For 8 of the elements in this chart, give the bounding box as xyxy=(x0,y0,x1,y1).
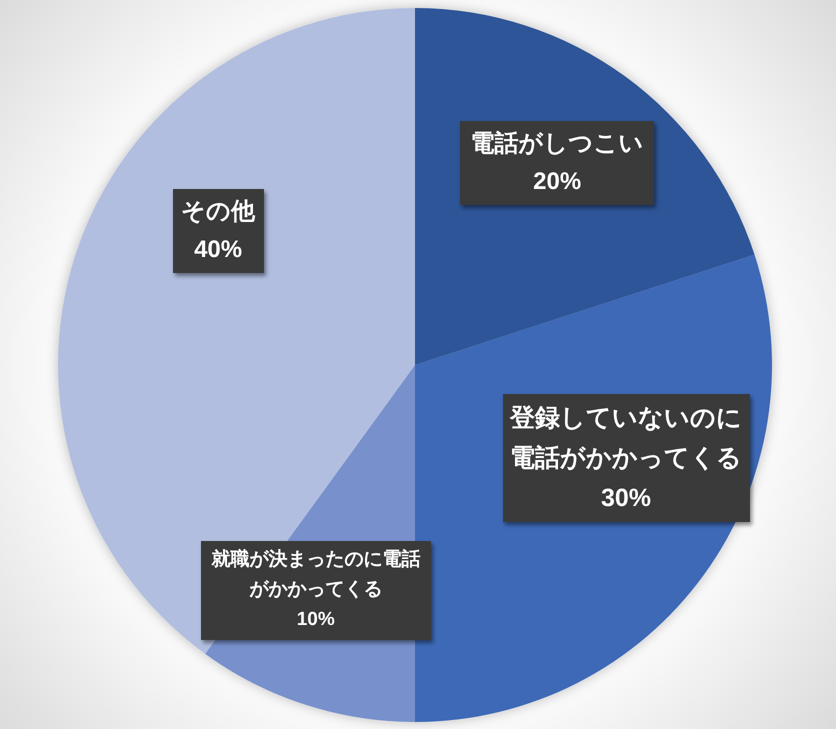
slice-label: その他 xyxy=(180,196,256,226)
data-label: 20% xyxy=(532,166,582,197)
data-label: 10% xyxy=(296,608,336,632)
slice-label: 就職が決まったのに電話がかかってくる xyxy=(210,548,422,602)
data-label: 40% xyxy=(193,234,244,265)
data-label: 30% xyxy=(600,483,652,514)
slice-label: 登録していないのに電話がかかってくる xyxy=(508,403,743,474)
slice-label: 電話がしつこい xyxy=(470,128,645,158)
